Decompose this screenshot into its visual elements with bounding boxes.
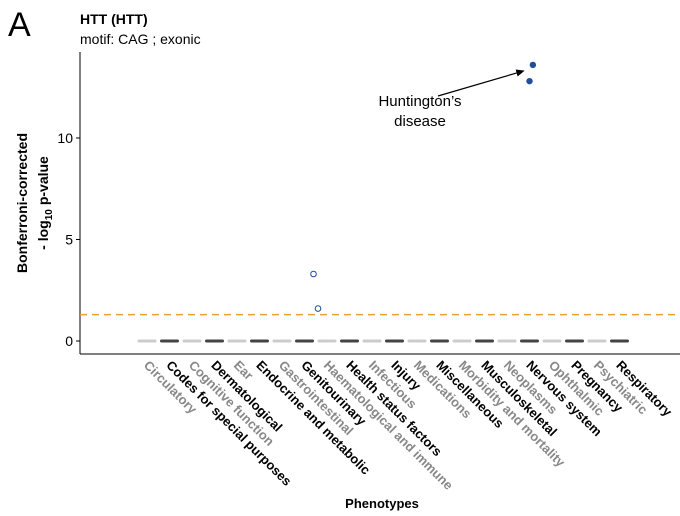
y-axis-label-line1: Bonferroni-corrected [14, 133, 30, 273]
data-point-nonsignificant [314, 305, 322, 312]
annotation-arrow [437, 69, 525, 97]
y-axis-label-line2: - log10 p-value [35, 156, 55, 250]
y-tick-label: 10 [57, 130, 73, 146]
ylabel-prefix: - log [35, 220, 51, 250]
annotation-text-line1: Huntington’s [378, 93, 461, 110]
chart-subtitle: motif: CAG ; exonic [80, 31, 201, 47]
y-tick-label: 5 [65, 232, 73, 248]
y-tick-label: 0 [65, 333, 73, 349]
data-point-significant [529, 61, 537, 69]
x-axis-label: Phenotypes [345, 496, 419, 511]
data-point-significant [526, 77, 533, 85]
data-point-nonsignificant [310, 270, 317, 278]
panel-label: A [8, 6, 31, 44]
ylabel-suffix: p-value [35, 156, 51, 205]
ylabel-subscript: 10 [44, 209, 55, 221]
annotation-text-line2: disease [394, 113, 446, 130]
chart-title: HTT (HTT) [80, 11, 148, 27]
